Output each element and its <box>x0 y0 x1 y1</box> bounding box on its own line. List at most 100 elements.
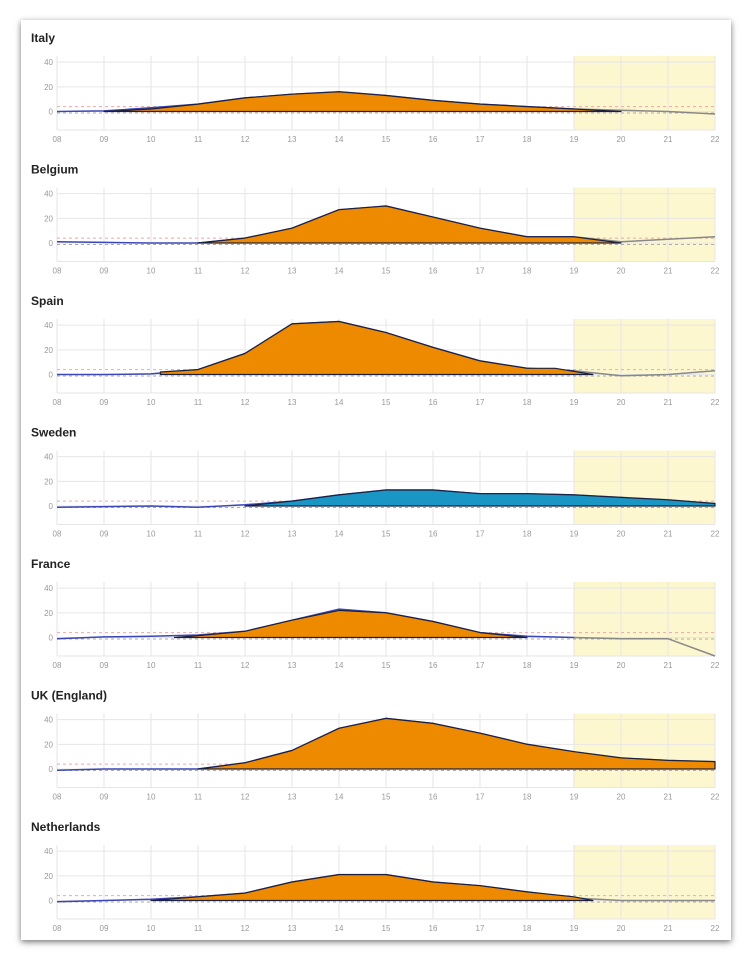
excess-area <box>150 873 594 902</box>
highlight-region <box>574 713 715 788</box>
y-tick-label: 40 <box>44 453 53 462</box>
excess-area <box>173 609 528 639</box>
x-tick-label: 16 <box>429 135 438 144</box>
excess-area <box>197 205 622 244</box>
x-tick-label: 08 <box>53 661 62 670</box>
chart-sweden: Sweden 40 20 0 08 09 10 11 12 13 14 15 16 17 18 19 20 21 2… <box>31 426 720 539</box>
x-tick-label: 09 <box>100 661 109 670</box>
x-tick-label: 21 <box>664 924 673 933</box>
x-tick-label: 15 <box>382 793 391 802</box>
x-tick-label: 22 <box>711 135 720 144</box>
x-tick-label: 12 <box>241 661 250 670</box>
x-tick-label: 15 <box>382 267 391 276</box>
x-tick-label: 17 <box>476 793 485 802</box>
highlight-region <box>574 187 715 262</box>
x-tick-label: 19 <box>570 398 579 407</box>
x-tick-label: 09 <box>100 793 109 802</box>
chart-belgium: Belgium 40 20 0 08 09 10 11 12 13 14 15 16 17 18 19 20 21… <box>31 163 720 276</box>
x-tick-label: 21 <box>664 267 673 276</box>
x-tick-label: 22 <box>711 530 720 539</box>
x-tick-label: 21 <box>664 398 673 407</box>
chart-france: France 40 20 0 08 09 10 11 12 13 14 15 16 17 18 19 20 21 2… <box>31 557 720 670</box>
y-tick-label: 20 <box>44 83 53 92</box>
x-tick-label: 17 <box>476 530 485 539</box>
y-tick-label: 0 <box>49 502 54 511</box>
x-tick-label: 08 <box>53 398 62 407</box>
x-tick-label: 15 <box>382 398 391 407</box>
x-tick-label: 19 <box>570 530 579 539</box>
x-tick-label: 14 <box>335 398 344 407</box>
x-tick-label: 08 <box>53 267 62 276</box>
x-tick-label: 10 <box>147 398 156 407</box>
x-tick-label: 11 <box>194 793 203 802</box>
x-tick-label: 09 <box>100 924 109 933</box>
x-tick-label: 13 <box>288 793 297 802</box>
x-tick-label: 11 <box>194 924 203 933</box>
x-tick-label: 18 <box>523 661 532 670</box>
x-tick-label: 12 <box>241 398 250 407</box>
x-tick-label: 17 <box>476 661 485 670</box>
x-tick-label: 10 <box>147 267 156 276</box>
excess-area <box>103 91 622 113</box>
x-tick-label: 08 <box>53 924 62 933</box>
x-tick-label: 14 <box>335 530 344 539</box>
highlight-region <box>574 450 715 525</box>
x-tick-label: 20 <box>617 661 626 670</box>
x-tick-label: 10 <box>147 530 156 539</box>
series-line-projected <box>573 636 716 657</box>
x-tick-label: 16 <box>429 530 438 539</box>
x-tick-label: 12 <box>241 267 250 276</box>
chart-title: France <box>31 557 71 571</box>
y-tick-label: 40 <box>44 58 53 67</box>
excess-area <box>244 489 716 507</box>
x-tick-label: 10 <box>147 793 156 802</box>
x-tick-label: 11 <box>194 661 203 670</box>
series-line-projected <box>573 897 715 902</box>
x-tick-label: 10 <box>147 661 156 670</box>
x-tick-label: 22 <box>711 398 720 407</box>
chart-title: Netherlands <box>31 820 101 834</box>
y-tick-label: 20 <box>44 477 53 486</box>
excess-area <box>197 717 716 770</box>
y-tick-label: 20 <box>44 740 53 749</box>
y-tick-label: 0 <box>49 108 54 117</box>
x-tick-label: 18 <box>523 267 532 276</box>
y-tick-label: 20 <box>44 346 53 355</box>
highlight-region <box>574 56 715 130</box>
x-tick-label: 11 <box>194 135 203 144</box>
x-tick-label: 14 <box>335 661 344 670</box>
x-tick-label: 12 <box>241 135 250 144</box>
x-tick-label: 15 <box>382 661 391 670</box>
x-tick-label: 09 <box>100 135 109 144</box>
x-tick-label: 18 <box>523 135 532 144</box>
x-tick-label: 20 <box>617 135 626 144</box>
y-tick-label: 20 <box>44 609 53 618</box>
x-tick-label: 18 <box>523 924 532 933</box>
x-tick-label: 20 <box>617 793 626 802</box>
chart-title: Spain <box>31 294 64 308</box>
x-tick-label: 13 <box>288 135 297 144</box>
excess-area <box>159 320 594 376</box>
x-tick-label: 21 <box>664 661 673 670</box>
x-tick-label: 20 <box>617 267 626 276</box>
x-tick-label: 15 <box>382 135 391 144</box>
y-tick-label: 0 <box>49 634 54 643</box>
x-tick-label: 08 <box>53 793 62 802</box>
x-tick-label: 12 <box>241 793 250 802</box>
chart-uk-england: UK (England) 40 20 0 08 09 10 11 12 13 14 15 16 17 18 1… <box>31 689 720 802</box>
x-tick-label: 09 <box>100 398 109 407</box>
x-tick-label: 13 <box>288 398 297 407</box>
x-tick-label: 14 <box>335 793 344 802</box>
x-tick-label: 16 <box>429 398 438 407</box>
x-tick-label: 22 <box>711 793 720 802</box>
x-tick-label: 08 <box>53 530 62 539</box>
x-tick-label: 20 <box>617 530 626 539</box>
y-tick-label: 40 <box>44 584 53 593</box>
highlight-region <box>574 319 715 393</box>
x-tick-label: 19 <box>570 661 579 670</box>
x-tick-label: 17 <box>476 267 485 276</box>
x-tick-label: 13 <box>288 924 297 933</box>
chart-title: UK (England) <box>31 689 107 703</box>
chart-netherlands: Netherlands 40 20 0 08 09 10 11 12 13 14 15 16 17 18 19… <box>31 820 720 933</box>
chart-italy: Italy 40 20 0 08 09 10 11 12 13 14 15 16 17 18 19 20 21 22 <box>31 31 720 144</box>
